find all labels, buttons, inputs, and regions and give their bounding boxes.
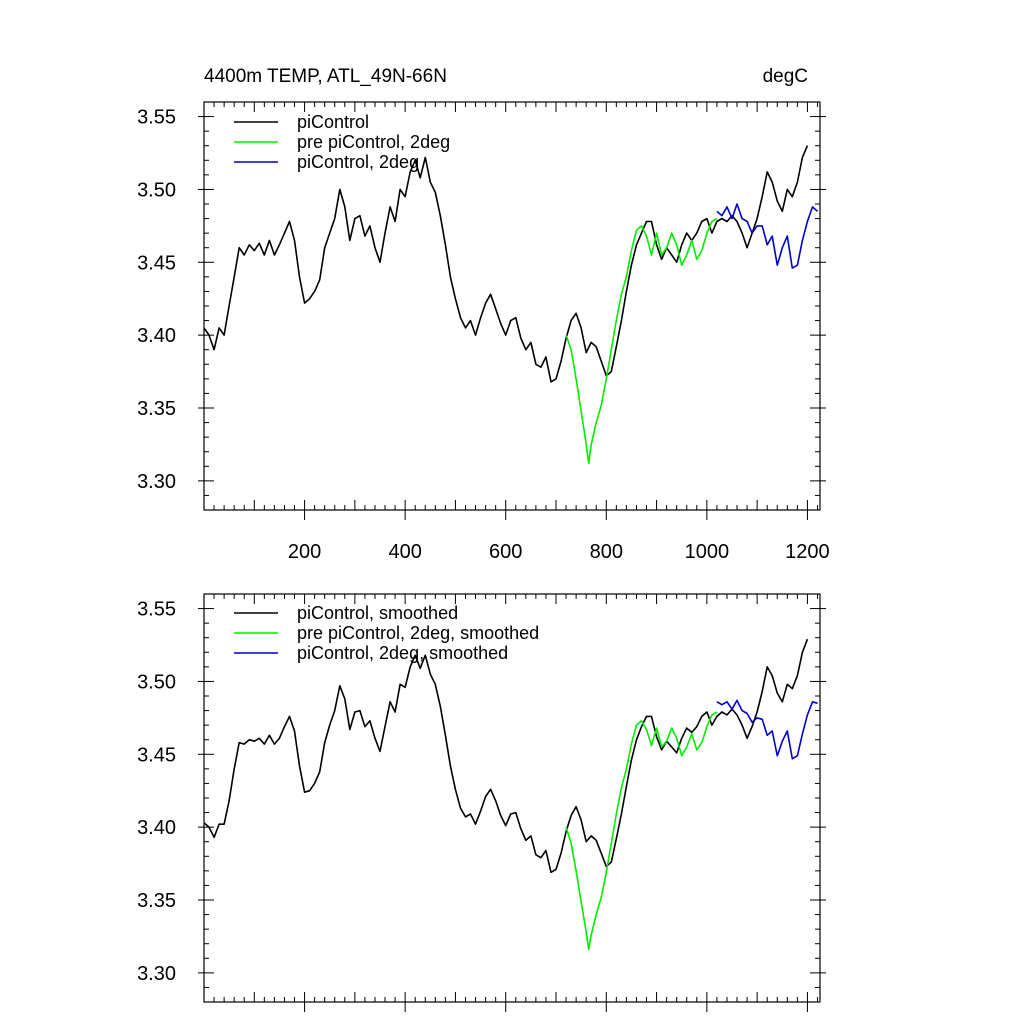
y-tick-label: 3.40 [137, 817, 176, 839]
y-tick-label: 3.30 [137, 471, 176, 493]
y-tick-label: 3.50 [137, 179, 176, 201]
y-tick-label: 3.40 [137, 325, 176, 347]
top-panel: 4400m TEMP, ATL_49N-66N degC 200 400 600 80… [137, 66, 830, 563]
y-tick-label: 3.35 [137, 398, 176, 420]
legend-label: pre piControl, 2deg [297, 132, 450, 152]
series-line [716, 203, 819, 269]
legend-label: pre piControl, 2deg, smoothed [297, 623, 539, 643]
axis-ticks: 200 400 600 800 1000 1200 3.30 3.35 3.40 3.45 3.50… [137, 101, 830, 563]
y-tick-label: 3.50 [137, 671, 176, 693]
panel-title-left: 4400m TEMP, ATL_49N-66N [204, 66, 447, 87]
legend-label: piControl [297, 112, 369, 132]
axis-ticks: 3.30 3.35 3.40 3.45 3.50 3.55 [137, 593, 826, 1012]
x-tick-label: 600 [489, 541, 522, 563]
y-tick-label: 3.45 [137, 252, 176, 274]
series-line [203, 145, 809, 383]
series-line [565, 711, 718, 951]
series-line [716, 699, 818, 760]
y-tick-label: 3.35 [137, 890, 176, 912]
y-tick-label: 3.55 [137, 107, 176, 129]
x-tick-label: 1000 [685, 541, 730, 563]
legend-label: piControl, 2deg [297, 152, 419, 172]
x-tick-label: 400 [388, 541, 421, 563]
bottom-panel: 3.30 3.35 3.40 3.45 3.50 3.55 piControl, smoo… [137, 593, 826, 1012]
series-layer [203, 145, 819, 465]
panel-title-right: degC [763, 66, 808, 87]
y-tick-label: 3.30 [137, 963, 176, 985]
y-tick-label: 3.45 [137, 744, 176, 766]
series-line [565, 217, 718, 465]
y-tick-label: 3.55 [137, 599, 176, 621]
x-tick-label: 1200 [785, 541, 830, 563]
series-line [203, 638, 809, 874]
x-tick-label: 200 [288, 541, 321, 563]
x-tick-label: 800 [590, 541, 623, 563]
legend-label: piControl, smoothed [297, 603, 458, 623]
series-layer [203, 638, 818, 951]
legend-label: piControl, 2deg, smoothed [297, 643, 508, 663]
